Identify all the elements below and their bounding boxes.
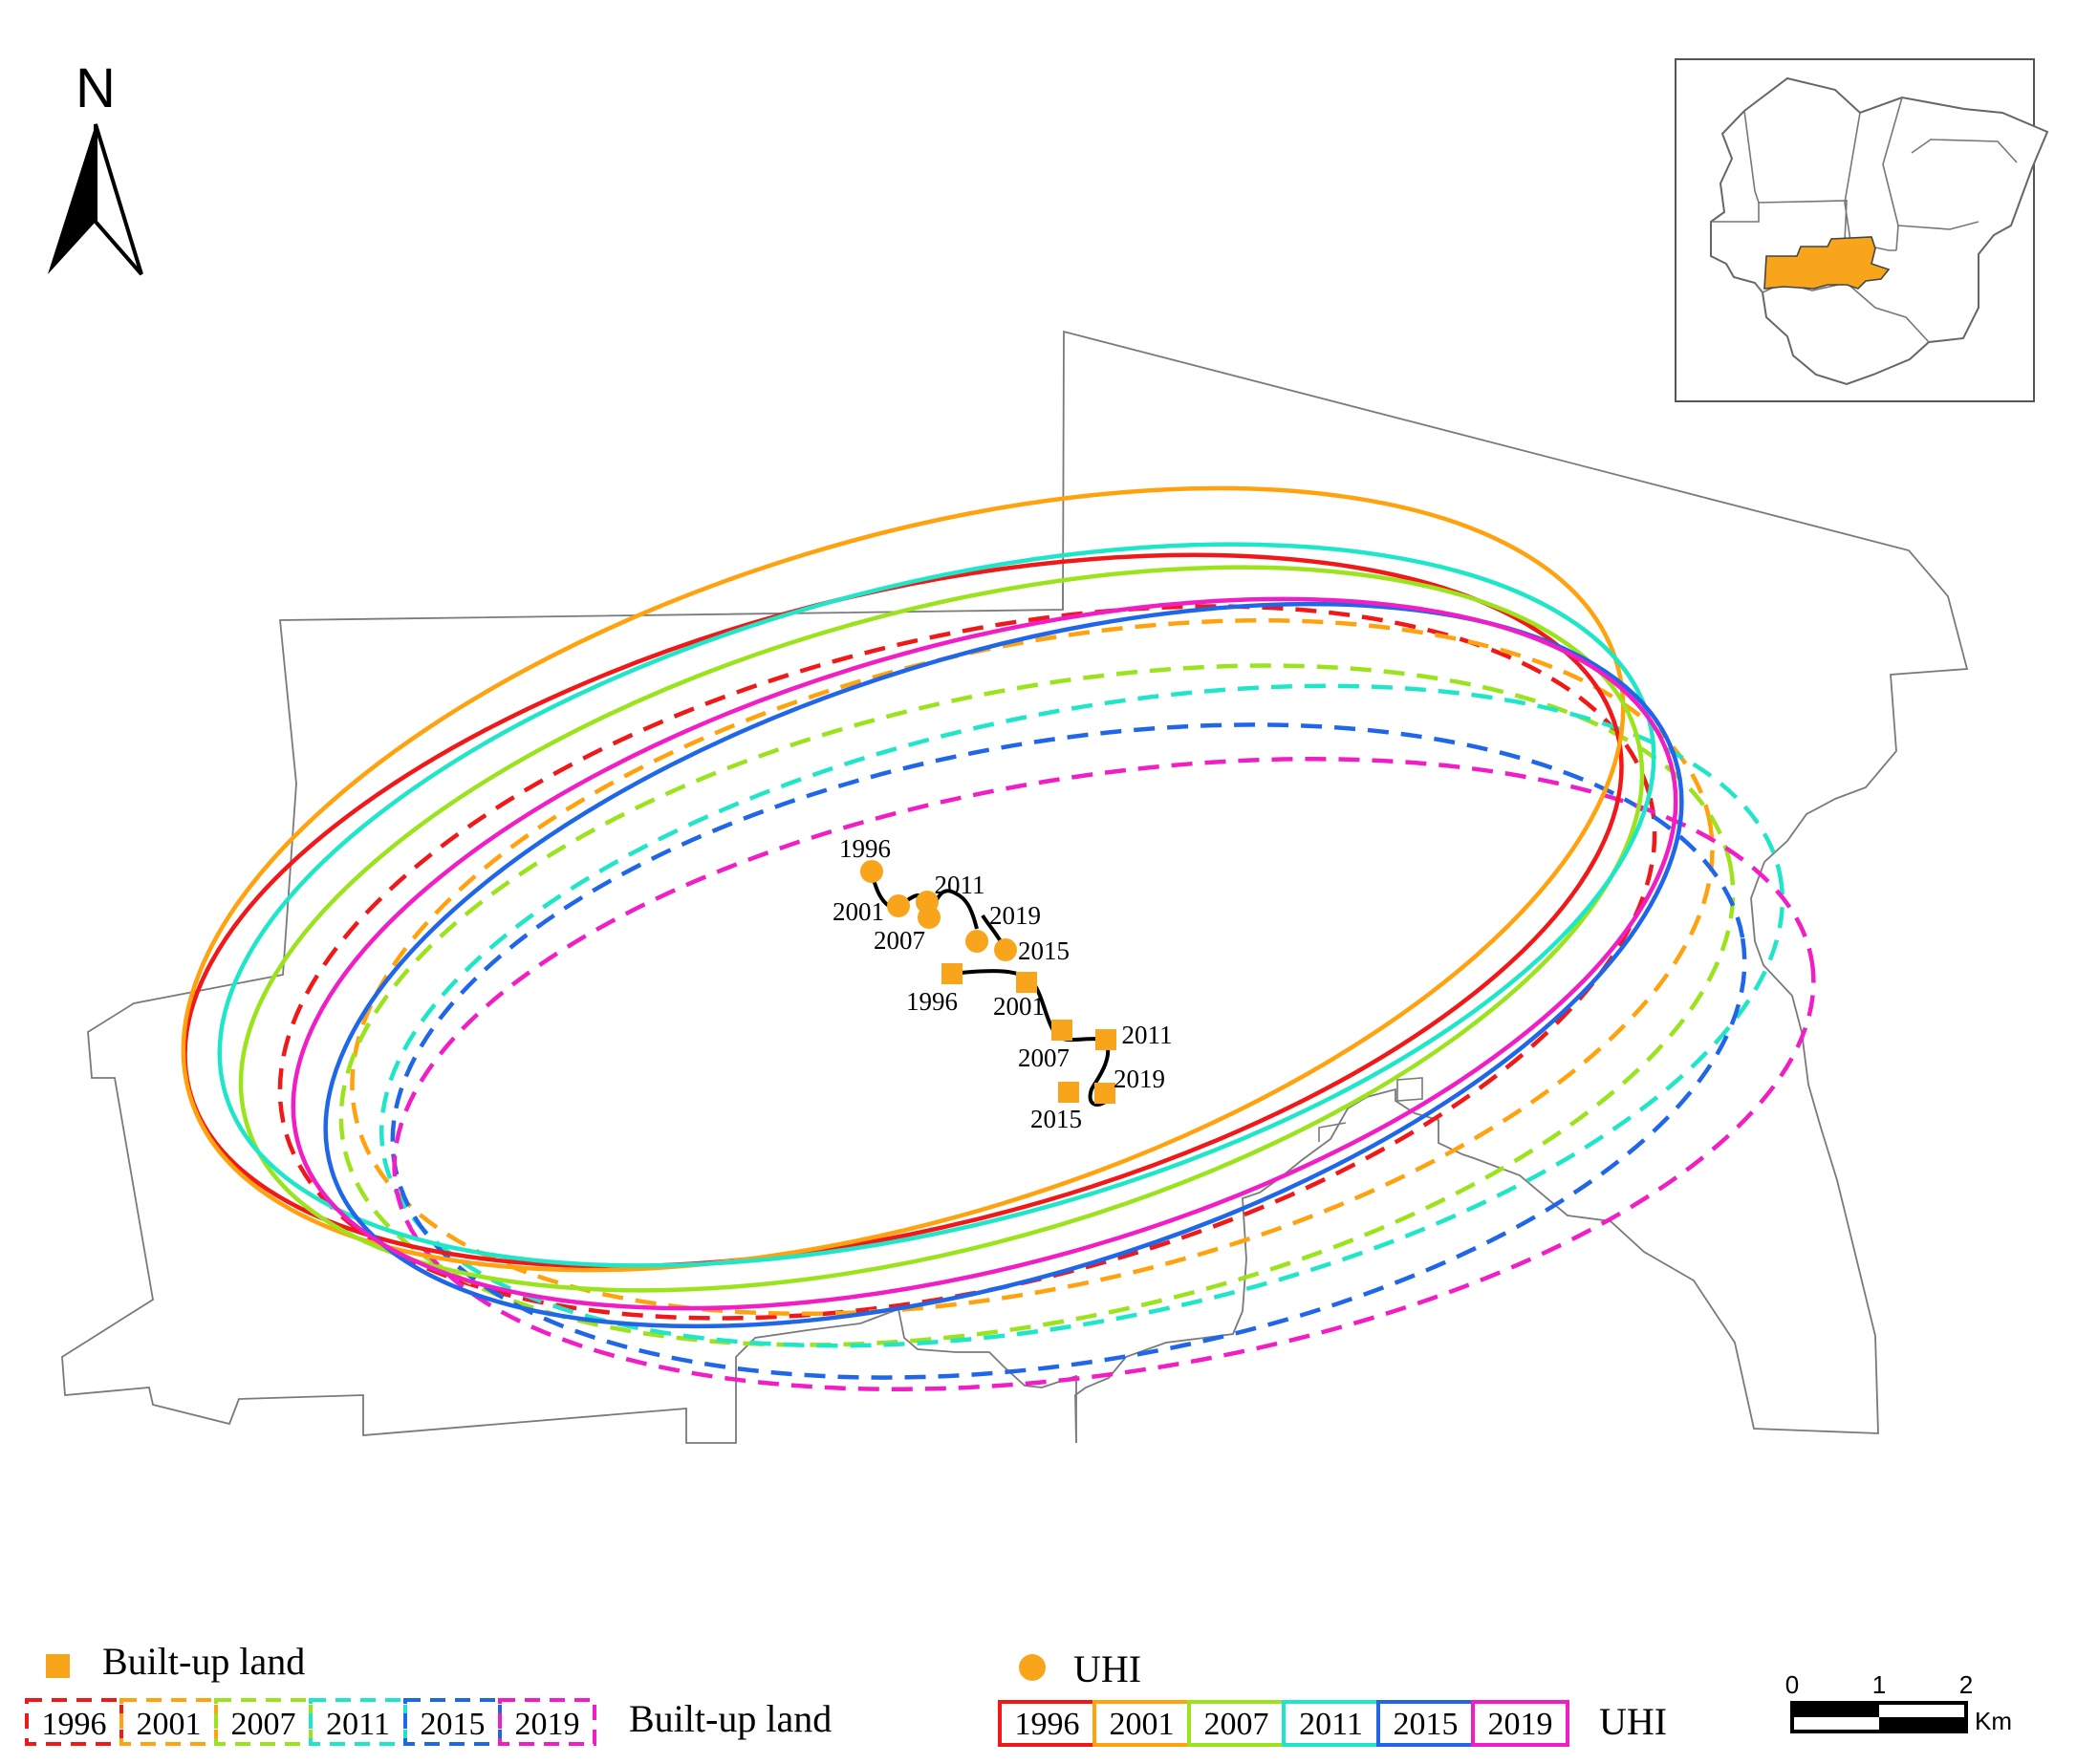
builtup-center-label-1996: 1996 — [906, 987, 958, 1016]
north-arrow-right-half — [94, 123, 143, 276]
scale-bar: 0 1 2 Km — [1785, 1670, 2012, 1735]
legend-builtup-box-2001 — [119, 1698, 218, 1746]
builtup-center-label-2015: 2015 — [1030, 1105, 1082, 1133]
legend-uhi-box-2019 — [1471, 1700, 1569, 1747]
scale-tick-1: 1 — [1872, 1670, 1886, 1699]
builtup-center-label-2001: 2001 — [993, 992, 1045, 1021]
builtup-center-label-2019: 2019 — [1114, 1065, 1165, 1093]
inset-study-area-highlight — [1763, 236, 1891, 290]
builtup-center-label-2007: 2007 — [1018, 1043, 1070, 1072]
builtup-ellipse-2019 — [392, 757, 1816, 1391]
builtup-center-2011 — [1095, 1029, 1116, 1050]
legend-uhi-marker-label: UHI — [1073, 1647, 1141, 1690]
builtup-center-2007 — [1051, 1020, 1072, 1041]
legend-builtup-box-2011 — [309, 1698, 407, 1746]
legend-uhi-marker-circle — [1019, 1654, 1046, 1681]
uhi-center-label-2019: 2019 — [989, 901, 1041, 930]
uhi-center-2001 — [887, 894, 910, 917]
scale-tick-2: 2 — [1959, 1670, 1973, 1699]
legend-uhi-year-2011: 2011 — [1299, 1707, 1363, 1742]
builtup-center-markers: 1996 2001 2011 2007 2019 2015 — [906, 963, 1173, 1133]
district-internal-boundary — [1062, 585, 1423, 1142]
builtup-center-1996 — [941, 963, 962, 984]
builtup-ellipse-2007 — [338, 663, 1736, 1347]
study-area-boundary — [61, 330, 1969, 1444]
legend-uhi-ellipse-label: UHI — [1599, 1700, 1667, 1743]
uhi-ellipse-2001 — [181, 485, 1626, 1273]
uhi-ellipses — [181, 485, 1684, 1329]
legend-uhi-year-2001: 2001 — [1110, 1707, 1175, 1742]
scale-tick-0: 0 — [1785, 1670, 1799, 1699]
legend-builtup-box-2015 — [403, 1698, 502, 1746]
inset-region-outline — [1710, 76, 2049, 386]
builtup-center-label-2011: 2011 — [1122, 1021, 1173, 1049]
legend-uhi-year-2019: 2019 — [1488, 1707, 1553, 1742]
legend-builtup-marker-label: Built-up land — [102, 1640, 305, 1683]
uhi-center-2015 — [994, 938, 1017, 961]
legend-builtup-year-2015: 2015 — [421, 1707, 486, 1742]
legend-uhi-year-1996: 1996 — [1015, 1707, 1080, 1742]
uhi-center-1996 — [860, 860, 883, 883]
legend-builtup-marker-square — [46, 1654, 70, 1678]
scale-bar-upper-left-fill — [1792, 1703, 1879, 1717]
scale-bar-lower-right-fill — [1879, 1717, 1966, 1732]
legend-builtup-year-2011: 2011 — [326, 1707, 390, 1742]
legend-builtup-year-boxes: 1996 2001 2007 2011 2015 2019 — [25, 1698, 596, 1746]
inset-map — [1675, 58, 2049, 402]
uhi-center-label-1996: 1996 — [839, 834, 891, 863]
legend-uhi: UHI 1996 2001 2007 2011 2015 2019 UHI — [998, 1647, 1667, 1747]
uhi-center-2011 — [916, 891, 939, 914]
builtup-center-2001 — [1016, 972, 1037, 993]
legend-uhi-year-2015: 2015 — [1394, 1707, 1459, 1742]
uhi-center-label-2001: 2001 — [833, 897, 884, 926]
legend-builtup-box-1996 — [25, 1698, 123, 1746]
uhi-center-2019 — [965, 930, 988, 953]
uhi-center-label-2015: 2015 — [1018, 936, 1070, 965]
north-arrow: N — [48, 57, 143, 276]
legend-builtup-year-2007: 2007 — [231, 1707, 296, 1742]
uhi-ellipse-2019 — [291, 596, 1678, 1311]
district-outline — [61, 330, 1969, 1444]
builtup-center-2015 — [1058, 1082, 1079, 1103]
legend-builtup-year-2019: 2019 — [515, 1707, 580, 1742]
uhi-center-label-2007: 2007 — [874, 926, 925, 955]
legend-builtup-year-2001: 2001 — [137, 1707, 202, 1742]
builtup-ellipse-2011 — [379, 683, 1785, 1348]
uhi-ellipse-2007 — [238, 565, 1645, 1293]
builtup-center-2019 — [1094, 1083, 1115, 1104]
scale-unit: Km — [1975, 1707, 2012, 1735]
legend-builtup-box-2019 — [498, 1698, 596, 1746]
north-arrow-left-half — [48, 124, 96, 274]
legend-builtup-ellipse-label: Built-up land — [629, 1697, 832, 1740]
uhi-center-label-2011: 2011 — [935, 871, 985, 899]
legend-builtup-box-2007 — [214, 1698, 313, 1746]
uhi-ellipse-2015 — [323, 601, 1684, 1329]
legend-builtup: Built-up land 1996 2001 2007 2011 2015 2019 B… — [25, 1640, 832, 1746]
builtup-ellipse-2001 — [350, 617, 1715, 1317]
legend-builtup-year-1996: 1996 — [42, 1707, 107, 1742]
north-arrow-label: N — [76, 57, 116, 119]
legend-uhi-year-2007: 2007 — [1204, 1707, 1269, 1742]
legend-uhi-year-boxes: 1996 2001 2007 2011 2015 2019 — [998, 1700, 1569, 1747]
